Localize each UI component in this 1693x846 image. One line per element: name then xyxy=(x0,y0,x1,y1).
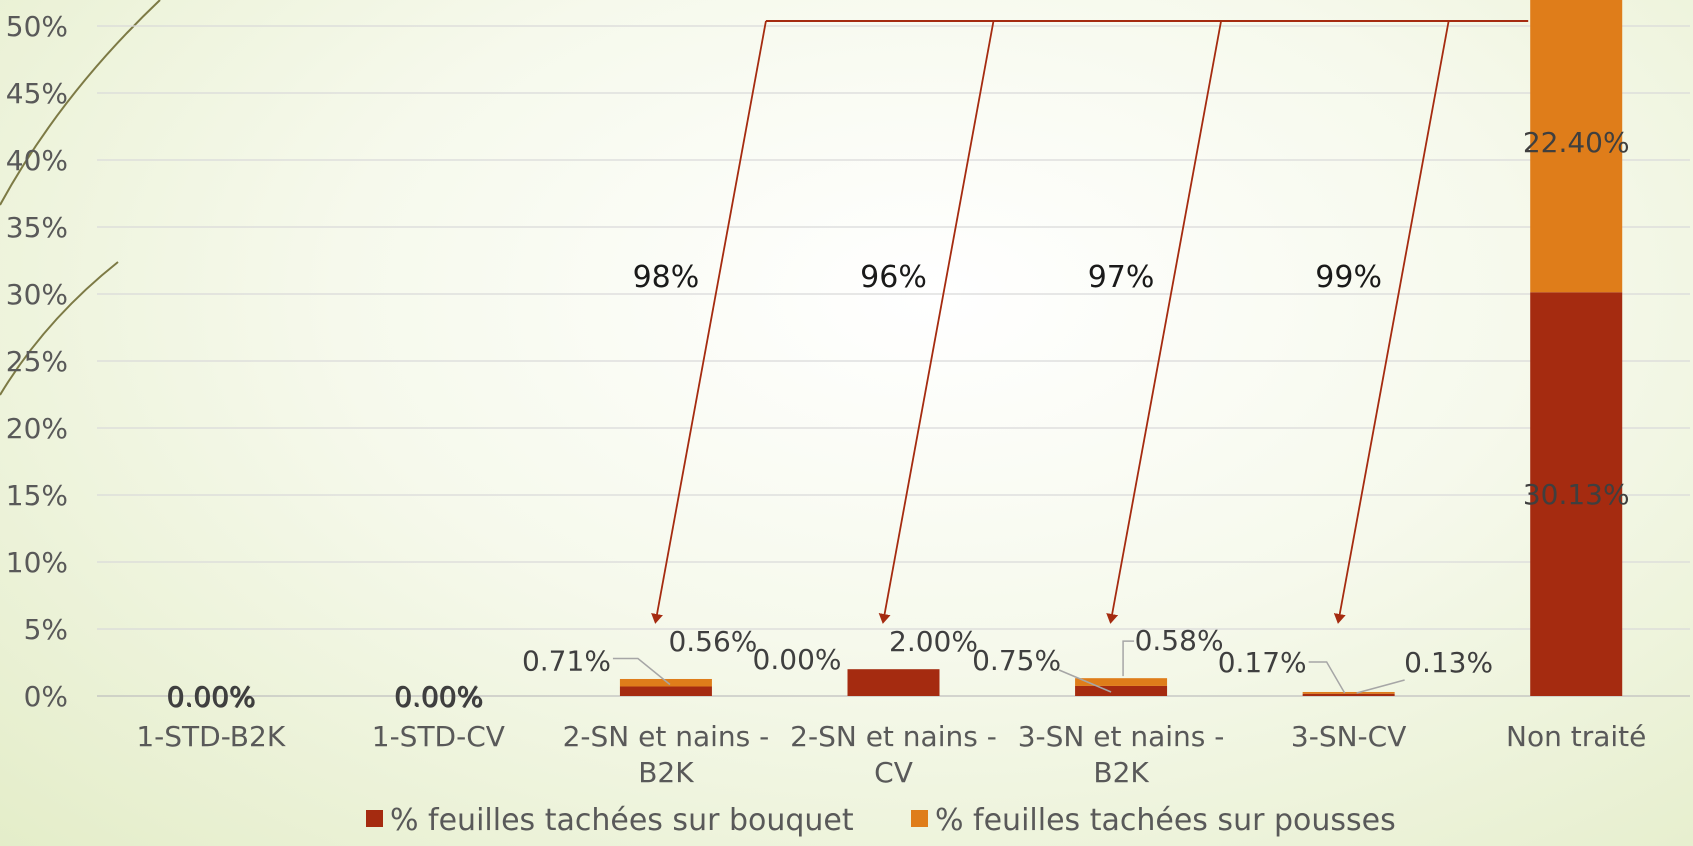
legend: % feuilles tachées sur bouquet % feuilles… xyxy=(366,803,1396,838)
reduction-annotations: 98% 96% 97% 99% xyxy=(633,20,1529,624)
y-tick-label: 15% xyxy=(6,479,68,512)
legend-label: % feuilles tachées sur pousses xyxy=(935,803,1396,838)
data-label-pousses: 0.00% xyxy=(395,681,484,714)
x-category-label: 3-SN et nains - xyxy=(1018,720,1225,753)
bar-pousses xyxy=(1075,678,1168,686)
data-label-pousses: 0.56% xyxy=(668,625,757,658)
decorative-curve-top xyxy=(0,0,161,206)
reduction-arrow xyxy=(878,20,995,624)
data-label-bouquet: 30.13% xyxy=(1523,478,1630,511)
gridlines xyxy=(97,25,1690,697)
data-label-bouquet: 0.75% xyxy=(972,644,1061,677)
data-label-bouquet: 0.17% xyxy=(1218,646,1307,679)
leader-line xyxy=(612,657,671,686)
bar-bouquet xyxy=(1530,292,1623,696)
y-tick-label: 40% xyxy=(6,144,68,177)
y-tick-label: 35% xyxy=(6,211,68,244)
y-axis: 0% 5% 10% 15% 20% 25% 30% 35% 40% 45% 50% xyxy=(6,10,68,713)
bar-bouquet xyxy=(1075,685,1168,696)
leader-line xyxy=(1058,669,1112,693)
legend-label: % feuilles tachées sur bouquet xyxy=(390,803,854,838)
y-tick-label: 30% xyxy=(6,278,68,311)
leader-line xyxy=(1356,679,1405,694)
x-axis: 1-STD-B2K 1-STD-CV 2-SN et nains -B2K2-SN … xyxy=(136,720,1646,789)
y-tick-label: 10% xyxy=(6,546,68,579)
reduction-percent-label: 99% xyxy=(1315,260,1382,295)
bars xyxy=(619,0,1623,696)
data-labels: 0.00%0.00% 0.00%0.00%0.71%0.56%0.00%2.00%… xyxy=(166,126,1629,714)
reduction-arrow xyxy=(651,20,767,624)
x-category-label: 3-SN-CV xyxy=(1291,720,1406,753)
reduction-percent-label: 97% xyxy=(1088,260,1155,295)
y-tick-label: 0% xyxy=(24,680,68,713)
data-label-pousses: 0.58% xyxy=(1135,624,1224,657)
data-label-pousses: 22.40% xyxy=(1523,126,1630,159)
background-decoration xyxy=(0,0,161,396)
x-category-label: B2K xyxy=(638,756,694,789)
x-category-label: CV xyxy=(874,756,913,789)
bar-bouquet xyxy=(847,669,940,696)
data-label-pousses: 0.13% xyxy=(1404,646,1493,679)
legend-swatch xyxy=(911,810,928,827)
x-category-label: 1-STD-B2K xyxy=(136,720,285,753)
bar-pousses xyxy=(619,678,712,687)
y-tick-label: 50% xyxy=(6,10,68,43)
data-label-bouquet: 0.71% xyxy=(522,644,611,677)
y-tick-label: 20% xyxy=(6,412,68,445)
data-label-pousses: 0.00% xyxy=(753,643,842,676)
leader-line xyxy=(1122,640,1135,677)
x-category-label: 2-SN et nains - xyxy=(563,720,770,753)
data-label-bouquet: 0.00% xyxy=(394,680,483,713)
reduction-arrow xyxy=(1333,20,1450,624)
bar-bouquet xyxy=(1302,693,1395,696)
x-category-label: 2-SN et nains - xyxy=(790,720,997,753)
bar-pousses xyxy=(1530,0,1623,293)
data-label-bouquet: 2.00% xyxy=(889,625,978,658)
data-label-bouquet: 0.00% xyxy=(166,680,255,713)
x-category-label: 1-STD-CV xyxy=(372,720,505,753)
legend-swatch xyxy=(366,810,383,827)
bar-bouquet xyxy=(619,686,712,696)
x-category-label: B2K xyxy=(1093,756,1149,789)
data-label-pousses: 0.00% xyxy=(167,681,256,714)
y-tick-label: 5% xyxy=(24,613,68,646)
y-tick-label: 45% xyxy=(6,77,68,110)
bar-pousses xyxy=(1302,691,1395,694)
x-category-label: Non traité xyxy=(1506,720,1646,753)
reduction-percent-label: 98% xyxy=(633,260,700,295)
reduction-percent-label: 96% xyxy=(860,260,927,295)
reduction-arrow xyxy=(1106,20,1222,624)
y-tick-label: 25% xyxy=(6,345,68,378)
decorative-curve-middle xyxy=(0,261,119,396)
leader-line xyxy=(1308,661,1346,694)
